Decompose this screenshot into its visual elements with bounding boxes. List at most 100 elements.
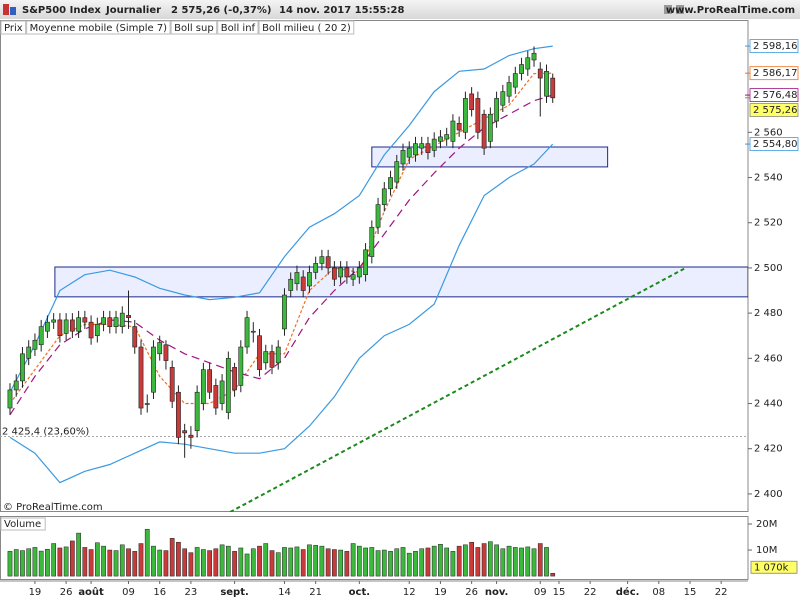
volume-bar bbox=[88, 549, 94, 577]
volume-bar bbox=[294, 546, 300, 577]
candle-body bbox=[219, 380, 225, 404]
y-tick-label: 10M bbox=[756, 545, 777, 556]
volume-bar bbox=[70, 540, 75, 577]
volume-bar bbox=[356, 545, 362, 577]
volume-bar bbox=[113, 550, 119, 577]
candle-body bbox=[119, 312, 125, 327]
last-value-label: 2 575,26 bbox=[753, 105, 798, 116]
volume-bar bbox=[394, 548, 400, 577]
volume-bar bbox=[63, 546, 69, 577]
last-value-box bbox=[749, 39, 799, 53]
trendline bbox=[229, 267, 687, 512]
candle-body bbox=[232, 367, 237, 391]
volume-bar bbox=[157, 549, 163, 577]
candle-body bbox=[200, 369, 206, 404]
volume-bar bbox=[188, 552, 194, 577]
volume-bar bbox=[444, 547, 450, 577]
x-tick-label: 08 bbox=[652, 587, 665, 598]
volume-bar bbox=[388, 551, 393, 577]
last-value-label: 2 586,17 bbox=[753, 68, 798, 79]
candle-body bbox=[126, 315, 131, 318]
x-tick-label: 09 bbox=[122, 587, 135, 598]
volume-bar bbox=[138, 543, 144, 577]
volume-bar bbox=[207, 550, 212, 577]
volume-bar bbox=[512, 547, 518, 577]
candle-body bbox=[313, 263, 319, 273]
volume-bar bbox=[375, 550, 381, 577]
volume-bar bbox=[431, 545, 437, 577]
volume-bar bbox=[126, 548, 131, 577]
volume-bar bbox=[57, 547, 63, 577]
volume-bar bbox=[550, 573, 556, 577]
window-button[interactable] bbox=[676, 5, 684, 14]
volume-bar bbox=[506, 545, 512, 577]
volume-bar bbox=[369, 547, 375, 577]
volume-bar bbox=[76, 532, 81, 577]
volume-bar bbox=[413, 551, 418, 577]
candle-body bbox=[263, 351, 269, 364]
instrument-title: S&P500 Index bbox=[22, 5, 101, 16]
candle-body bbox=[369, 226, 375, 257]
volume-bar bbox=[300, 549, 306, 577]
last-value-label: 2 598,16 bbox=[753, 41, 798, 52]
candle-body bbox=[207, 369, 213, 393]
y-tick-label: 2 560 bbox=[754, 127, 783, 138]
candle-body bbox=[462, 98, 468, 133]
y-tick-label: 2 520 bbox=[754, 218, 783, 229]
candle-body bbox=[394, 161, 400, 183]
candle-body bbox=[244, 317, 250, 348]
candle-body bbox=[225, 358, 231, 413]
legend-label: Boll inf bbox=[221, 23, 256, 34]
legend-item bbox=[26, 20, 171, 35]
legend-label: Prix bbox=[4, 23, 23, 34]
volume-bar bbox=[400, 547, 406, 577]
candle-body bbox=[487, 113, 493, 142]
volume-bar bbox=[213, 548, 219, 577]
volume-bar bbox=[350, 543, 356, 577]
candle-body bbox=[13, 380, 19, 391]
window-button[interactable] bbox=[664, 5, 672, 14]
legend-item bbox=[217, 20, 259, 35]
candle-body bbox=[182, 430, 188, 434]
x-tick-label: 26 bbox=[60, 587, 73, 598]
candle-body bbox=[481, 113, 487, 149]
indicator-line bbox=[9, 72, 553, 405]
volume-bar bbox=[201, 549, 206, 577]
volume-bar bbox=[288, 547, 294, 577]
volume-bar bbox=[219, 544, 225, 577]
candle-body bbox=[282, 294, 287, 330]
y-tick-label: 2 500 bbox=[754, 263, 783, 274]
x-tick-label: 16 bbox=[153, 587, 166, 598]
volume-bar bbox=[20, 550, 25, 577]
candle-body bbox=[537, 68, 543, 79]
period: Journalier bbox=[105, 5, 161, 16]
volume-bar bbox=[363, 547, 368, 577]
volume-title-box bbox=[0, 517, 46, 531]
volume-bar bbox=[182, 548, 188, 577]
volume-bar bbox=[82, 547, 88, 577]
legend-item bbox=[170, 20, 218, 35]
volume-bar bbox=[101, 545, 106, 577]
candle-body bbox=[69, 319, 75, 332]
candle-body bbox=[381, 188, 387, 205]
volume-bar bbox=[494, 544, 499, 577]
volume-bar bbox=[307, 544, 312, 577]
volume-bar bbox=[119, 544, 125, 577]
candle-body bbox=[238, 346, 244, 386]
x-tick-label: 22 bbox=[715, 587, 728, 598]
last-value-label: 2 554,80 bbox=[753, 139, 798, 150]
candle-body bbox=[32, 339, 38, 350]
candle-body bbox=[20, 353, 25, 382]
y-tick-label: 2 440 bbox=[754, 399, 783, 410]
x-tick-label: déc. bbox=[616, 586, 640, 598]
volume-bar bbox=[332, 549, 337, 577]
candle-body bbox=[163, 344, 169, 361]
x-tick-label: 21 bbox=[309, 587, 322, 598]
candle-body bbox=[519, 64, 524, 74]
candle-body bbox=[375, 204, 381, 228]
volume-bar bbox=[176, 541, 181, 577]
candle-body bbox=[307, 272, 312, 287]
candle-body bbox=[38, 326, 44, 346]
source: www.ProRealTime.com bbox=[666, 5, 795, 16]
candle-body bbox=[356, 267, 362, 278]
